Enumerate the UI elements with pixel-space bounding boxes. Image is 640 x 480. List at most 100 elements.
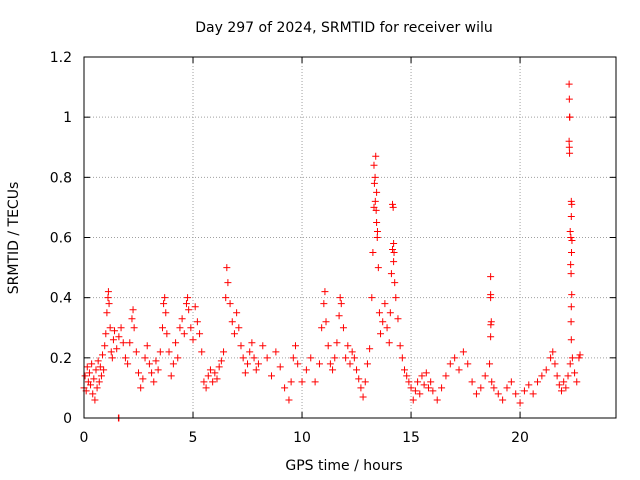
data-point-marker	[135, 369, 143, 377]
data-point-marker	[246, 348, 254, 356]
data-point-marker	[102, 330, 110, 338]
data-point-marker	[103, 309, 111, 317]
data-point-marker	[137, 384, 145, 392]
data-point-marker	[209, 378, 217, 386]
data-point-marker	[353, 366, 361, 374]
data-point-marker	[567, 261, 575, 269]
data-point-marker	[97, 372, 105, 380]
y-tick-label: 0.2	[50, 351, 72, 367]
data-point-marker	[392, 294, 400, 302]
data-point-marker	[390, 258, 398, 266]
data-point-marker	[503, 384, 511, 392]
data-point-marker	[111, 327, 119, 335]
data-point-marker	[488, 378, 496, 386]
data-point-marker	[94, 357, 102, 365]
data-point-marker	[272, 348, 280, 356]
x-tick-label: 20	[511, 430, 529, 446]
data-point-marker	[451, 354, 459, 362]
data-point-marker	[477, 384, 485, 392]
data-point-marker	[366, 345, 374, 353]
data-point-marker	[176, 324, 184, 332]
data-point-marker	[178, 315, 186, 323]
data-point-marker	[215, 363, 223, 371]
data-point-marker	[567, 270, 575, 278]
data-point-marker	[414, 378, 422, 386]
data-point-marker	[287, 378, 295, 386]
data-point-marker	[553, 372, 561, 380]
data-point-marker	[148, 369, 156, 377]
x-tick-label: 5	[189, 430, 198, 446]
data-point-marker	[99, 351, 107, 359]
data-point-marker	[213, 375, 221, 383]
data-point-marker	[139, 375, 147, 383]
data-point-marker	[418, 372, 426, 380]
data-point-marker	[294, 360, 302, 368]
data-point-marker	[96, 363, 104, 371]
data-point-marker	[145, 360, 153, 368]
data-point-marker	[105, 300, 113, 308]
data-point-marker	[568, 200, 576, 208]
data-point-marker	[355, 375, 363, 383]
data-point-marker	[163, 330, 171, 338]
data-point-marker	[235, 324, 243, 332]
data-point-marker	[372, 152, 380, 160]
data-point-marker	[568, 291, 576, 299]
data-point-marker	[276, 363, 284, 371]
data-point-marker	[389, 200, 397, 208]
data-point-marker	[487, 333, 495, 341]
data-point-marker	[379, 318, 387, 326]
data-point-marker	[191, 303, 199, 311]
data-point-marker	[389, 246, 397, 254]
data-point-marker	[566, 227, 574, 235]
data-point-marker	[119, 339, 127, 347]
data-point-marker	[129, 306, 137, 314]
data-point-marker	[104, 294, 112, 302]
data-point-marker	[348, 348, 356, 356]
data-point-marker	[359, 393, 367, 401]
data-point-marker	[107, 348, 115, 356]
data-point-marker	[464, 360, 472, 368]
data-point-marker	[162, 309, 170, 317]
data-point-marker	[333, 339, 341, 347]
data-point-marker	[575, 354, 583, 362]
data-point-marker	[172, 339, 180, 347]
data-point-marker	[363, 360, 371, 368]
data-point-marker	[161, 294, 169, 302]
data-point-marker	[373, 218, 381, 226]
data-point-marker	[150, 378, 158, 386]
data-point-marker	[424, 384, 432, 392]
data-point-marker	[117, 324, 125, 332]
data-point-marker	[370, 179, 378, 187]
x-tick-label: 10	[293, 430, 311, 446]
data-point-marker	[487, 321, 495, 329]
data-point-marker	[468, 378, 476, 386]
data-point-marker	[307, 354, 315, 362]
data-point-marker	[373, 188, 381, 196]
data-point-marker	[326, 360, 334, 368]
data-point-marker	[331, 354, 339, 362]
data-point-marker	[567, 318, 575, 326]
data-point-marker	[361, 378, 369, 386]
data-point-marker	[555, 381, 563, 389]
data-point-marker	[381, 300, 389, 308]
data-point-marker	[87, 381, 95, 389]
data-point-marker	[237, 342, 245, 350]
data-point-marker	[211, 369, 219, 377]
data-point-marker	[324, 342, 332, 350]
data-point-marker	[268, 372, 276, 380]
grid-lines	[84, 57, 616, 418]
data-point-marker	[132, 348, 140, 356]
data-point-marker	[91, 396, 99, 404]
data-point-marker	[315, 360, 323, 368]
data-point-marker	[224, 279, 232, 287]
data-point-marker	[302, 366, 310, 374]
data-point-marker	[248, 339, 256, 347]
data-point-marker	[405, 378, 413, 386]
data-point-marker	[298, 378, 306, 386]
data-point-marker	[391, 279, 399, 287]
data-point-marker	[339, 324, 347, 332]
data-point-marker	[350, 354, 358, 362]
data-point-marker	[566, 360, 574, 368]
data-point-marker	[320, 300, 328, 308]
data-point-marker	[141, 354, 149, 362]
